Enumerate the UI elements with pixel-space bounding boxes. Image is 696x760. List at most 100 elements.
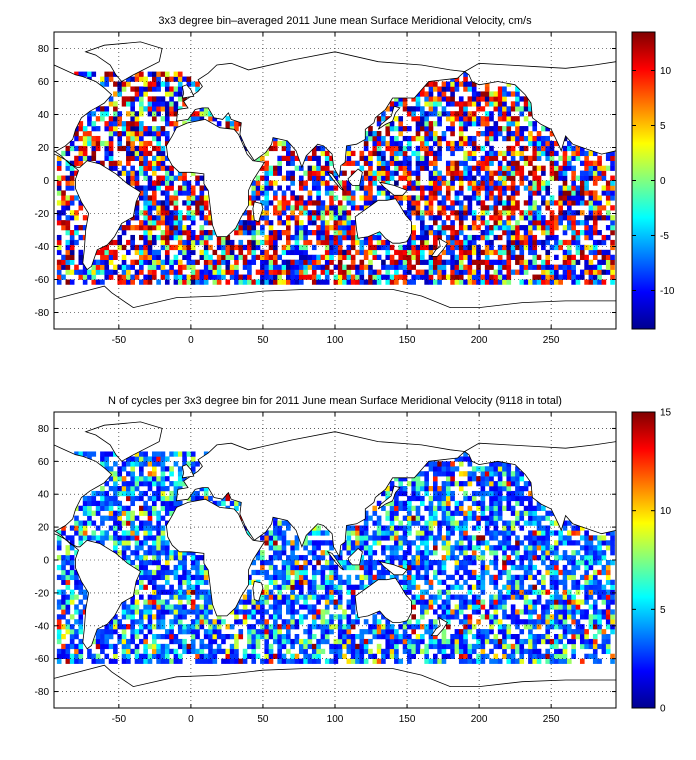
bin-cell (273, 619, 278, 625)
bin-cell (164, 225, 170, 231)
bin-cell (467, 210, 473, 216)
bin-cell (164, 71, 170, 77)
bin-cell (208, 230, 213, 236)
bin-cell (394, 274, 399, 280)
bin-cell (333, 279, 339, 285)
bin-cell (286, 259, 291, 265)
bin-cell (467, 264, 473, 270)
bin-cell (389, 175, 395, 181)
bin-cell (151, 476, 157, 482)
bin-cell (307, 629, 313, 635)
bin-cell (143, 569, 148, 576)
bin-cell (134, 579, 140, 585)
bin-cell (273, 244, 278, 251)
bin-cell (221, 254, 226, 260)
bin-cell (134, 495, 140, 502)
bin-cell (528, 180, 533, 186)
bin-cell (484, 135, 490, 142)
bin-cell (350, 619, 356, 625)
bin-cell (385, 131, 391, 137)
bin-cell (320, 254, 326, 260)
bin-cell (100, 140, 105, 147)
bin-cell (164, 629, 170, 635)
bin-cell (441, 648, 447, 655)
bin-cell (151, 126, 157, 132)
bin-cell (394, 150, 399, 157)
bin-cell (385, 555, 391, 561)
bin-cell (333, 185, 339, 191)
bin-cell (104, 264, 110, 270)
bin-cell (182, 579, 187, 585)
bin-cell (493, 106, 499, 112)
bin-cell (381, 116, 386, 122)
bin-cell (407, 185, 412, 191)
bin-cell (182, 254, 187, 260)
bin-cell (294, 634, 300, 640)
bin-cell (151, 135, 157, 142)
bin-cell (363, 205, 369, 211)
bin-cell (350, 150, 356, 157)
bin-cell (320, 145, 326, 152)
bin-cell (506, 126, 512, 132)
bin-cell (368, 234, 373, 241)
bin-cell (376, 150, 382, 157)
bin-cell (484, 210, 490, 216)
bin-cell (450, 574, 455, 581)
bin-cell (480, 564, 486, 571)
bin-cell (273, 614, 278, 620)
bin-cell (411, 225, 416, 231)
bin-cell (363, 131, 369, 137)
bin-cell (528, 239, 533, 246)
bin-cell (420, 535, 425, 541)
bin-cell (407, 205, 412, 211)
bin-cell (445, 604, 451, 610)
bin-cell (506, 91, 512, 97)
bin-cell (143, 126, 148, 132)
bin-cell (156, 140, 161, 147)
bin-cell (458, 648, 464, 655)
bin-cell (363, 239, 369, 246)
bin-cell (307, 175, 313, 181)
bin-cell (195, 234, 200, 241)
bin-cell (363, 145, 369, 152)
bin-cell (432, 619, 438, 625)
bin-cell (195, 658, 200, 664)
bin-cell (484, 131, 490, 137)
bin-cell (298, 264, 304, 270)
bin-cell (117, 476, 123, 482)
bin-cell (346, 244, 352, 251)
bin-cell (450, 461, 455, 467)
bin-cell (294, 555, 300, 561)
bin-cell (476, 594, 481, 600)
bin-cell (480, 560, 486, 566)
bin-cell (164, 111, 170, 117)
bin-cell (411, 495, 416, 502)
bin-cell (164, 234, 170, 241)
bin-cell (389, 486, 395, 492)
bin-cell (203, 486, 209, 492)
bin-cell (592, 225, 598, 231)
bin-cell (432, 106, 438, 112)
bin-cell (445, 205, 451, 211)
bin-cell (117, 135, 123, 142)
bin-cell (281, 259, 287, 265)
bin-cell (147, 569, 153, 576)
bin-cell (424, 205, 429, 211)
bin-cell (554, 220, 559, 226)
bin-cell (610, 230, 615, 236)
x-tick-label: 200 (471, 335, 488, 346)
bin-cell (484, 564, 490, 571)
bin-cell (454, 215, 460, 221)
bin-cell (74, 126, 79, 132)
bin-cell (56, 160, 62, 166)
bin-cell (95, 106, 101, 112)
bin-cell (177, 614, 183, 620)
bin-cell (493, 274, 499, 280)
bin-cell (56, 279, 62, 285)
bin-cell (450, 96, 455, 102)
bin-cell (381, 505, 386, 511)
bin-cell (307, 230, 313, 236)
bin-cell (113, 510, 118, 516)
bin-cell (333, 210, 339, 216)
bin-cell (104, 634, 110, 640)
